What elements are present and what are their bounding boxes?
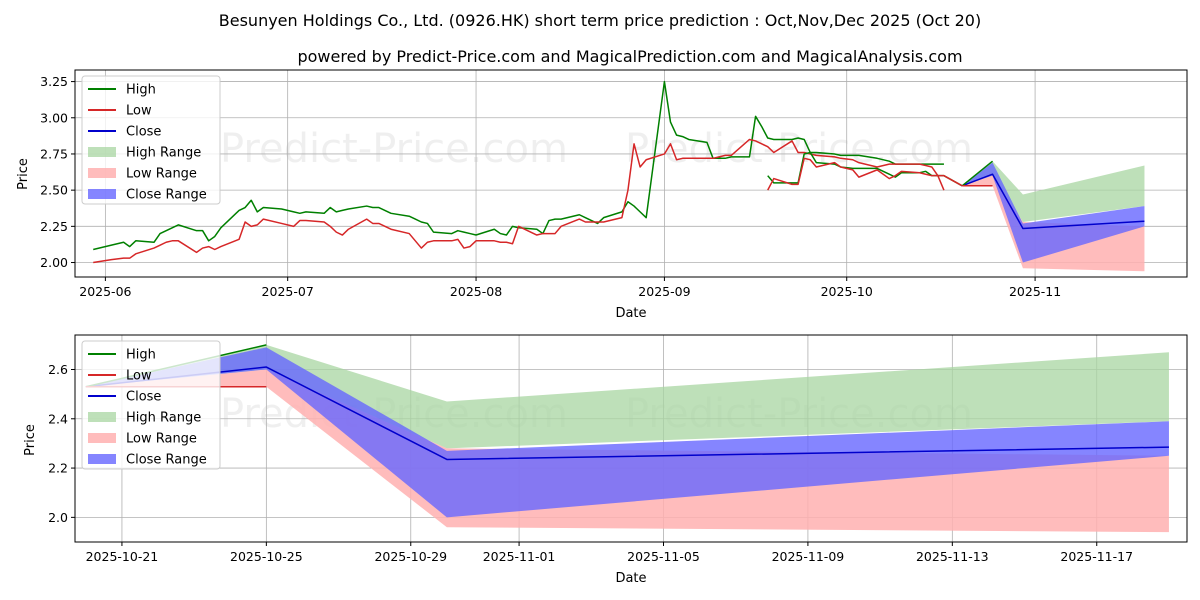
legend-box <box>81 75 221 205</box>
x-tick-label: 2025-09 <box>638 284 690 299</box>
legend-label: Close <box>126 125 161 140</box>
top-axes-frame <box>74 69 1188 278</box>
legend-label: Low Range <box>126 167 197 182</box>
y-tick-label: 2.4 <box>48 411 68 426</box>
legend-patch-swatch <box>88 433 116 443</box>
legend-label: Low <box>126 104 152 119</box>
legend-label: Close Range <box>126 453 207 468</box>
x-tick-label: 2025-11-13 <box>916 549 989 564</box>
y-tick-label: 2.50 <box>40 183 68 198</box>
x-tick-label: 2025-10-21 <box>86 549 159 564</box>
legend-label: High <box>126 348 156 363</box>
x-tick-label: 2025-11-05 <box>627 549 700 564</box>
legend-label: Close Range <box>126 188 207 203</box>
x-tick-label: 2025-10 <box>821 284 873 299</box>
legend-label: High <box>126 83 156 98</box>
legend-patch-swatch <box>88 412 116 422</box>
legend-patch-swatch <box>88 189 116 199</box>
y-tick-label: 3.00 <box>40 110 68 125</box>
y-tick-label: 2.25 <box>40 219 68 234</box>
close-forecast-line <box>961 173 1145 230</box>
top-xlabel: Date <box>615 306 646 321</box>
legend-patch-swatch <box>88 454 116 464</box>
legend-label: Low Range <box>126 432 197 447</box>
top-ylabel: Price <box>16 158 31 190</box>
high-range-band <box>962 161 1145 222</box>
chart-title: Besunyen Holdings Co., Ltd. (0926.HK) sh… <box>219 11 981 30</box>
y-tick-label: 3.25 <box>40 74 68 89</box>
y-tick-label: 2.2 <box>48 461 68 476</box>
close-range-band <box>962 162 1145 263</box>
chart-subtitle: powered by Predict-Price.com and Magical… <box>297 47 962 66</box>
x-tick-label: 2025-08 <box>450 284 502 299</box>
watermark-text: Predict-Price.com <box>220 126 568 172</box>
legend-label: High Range <box>126 411 201 426</box>
legend-patch-swatch <box>88 168 116 178</box>
y-tick-label: 2.6 <box>48 362 68 377</box>
legend-label: Low <box>126 369 152 384</box>
bottom-xlabel: Date <box>615 571 646 586</box>
y-tick-label: 2.00 <box>40 255 68 270</box>
x-tick-label: 2025-11-01 <box>483 549 556 564</box>
x-tick-label: 2025-10-25 <box>230 549 303 564</box>
legend-box <box>81 340 221 470</box>
x-tick-label: 2025-11-09 <box>772 549 845 564</box>
x-tick-label: 2025-06 <box>79 284 131 299</box>
low-line <box>93 138 945 264</box>
legend-label: Close <box>126 390 161 405</box>
y-tick-label: 2.75 <box>40 146 68 161</box>
x-tick-label: 2025-11-17 <box>1060 549 1133 564</box>
top-panel: Predict-Price.com Predict-Price.com 2025-… <box>16 69 1188 321</box>
low-line-tail <box>767 157 963 191</box>
close-range-band <box>85 347 1169 518</box>
legend-patch-swatch <box>88 147 116 157</box>
bottom-axes-frame <box>74 334 1188 543</box>
high-forecast-line <box>961 160 994 187</box>
legend-label: High Range <box>126 146 201 161</box>
x-tick-label: 2025-11 <box>1009 284 1061 299</box>
x-tick-label: 2025-10-29 <box>374 549 447 564</box>
x-tick-label: 2025-07 <box>262 284 314 299</box>
high-range-band <box>85 344 1169 449</box>
bottom-ylabel: Price <box>23 424 38 456</box>
y-tick-label: 2.0 <box>48 510 68 525</box>
